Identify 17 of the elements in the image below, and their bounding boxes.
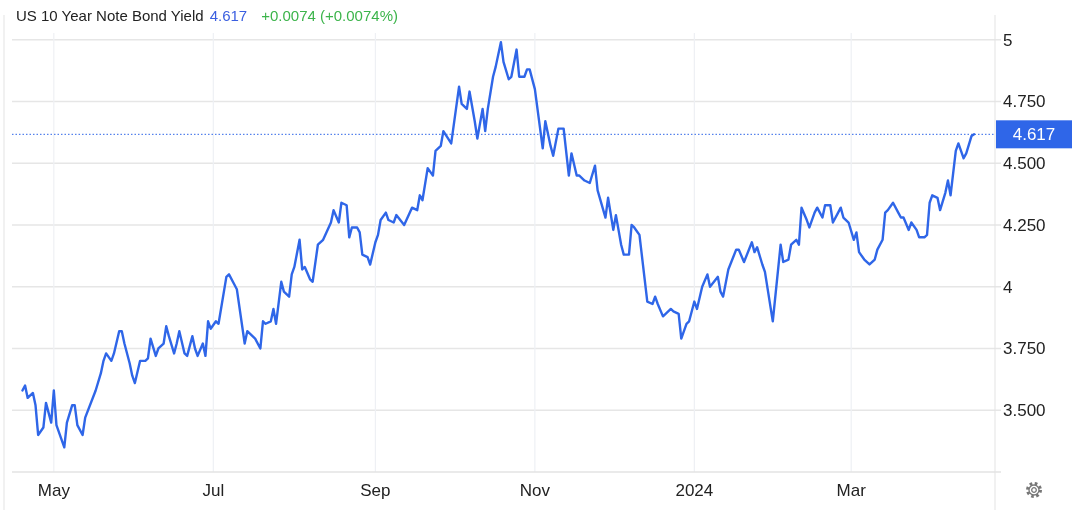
- ref-line-label: 4.617: [1012, 125, 1056, 145]
- chart-title: US 10 Year Note Bond Yield: [16, 7, 204, 24]
- x-tick-label: May: [37, 481, 71, 500]
- x-tick-label: Nov: [519, 481, 551, 500]
- x-tick-label: Jul: [202, 481, 225, 500]
- x-tick-label: Sep: [360, 481, 391, 500]
- y-tick-label: 3.500: [1003, 401, 1046, 421]
- chart-subtitle: 4.617: [209, 7, 248, 24]
- y-tick-label: 4.500: [1003, 154, 1046, 174]
- y-tick-label: 3.750: [1003, 339, 1046, 359]
- y-tick-label: 4.750: [1003, 92, 1046, 112]
- x-tick-label: Mar: [836, 481, 867, 500]
- annotation: +0.0074 (+0.0074%): [261, 7, 398, 24]
- x-tick-label: 2024: [675, 481, 714, 500]
- y-tick-label: 4.250: [1003, 215, 1046, 235]
- y-tick-label: 5: [1003, 30, 1013, 50]
- y-tick-label: 4: [1003, 277, 1013, 297]
